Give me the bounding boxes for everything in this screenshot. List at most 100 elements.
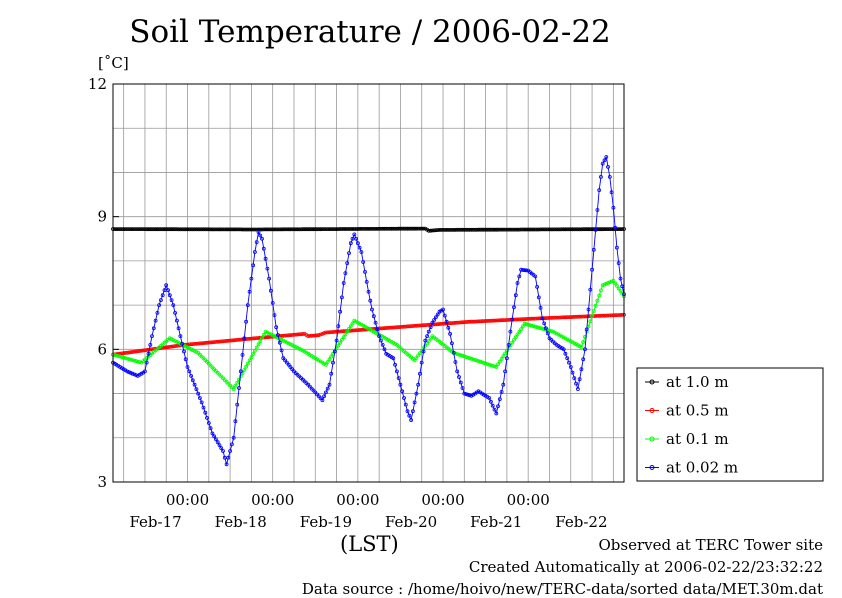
data-point [226, 455, 231, 460]
data-point [345, 227, 350, 231]
data-point [458, 380, 463, 385]
data-point [579, 227, 584, 232]
data-point [526, 227, 531, 232]
data-point [194, 227, 199, 232]
data-point [393, 362, 398, 367]
data-point [421, 349, 426, 354]
data-point [458, 227, 463, 232]
data-point [414, 391, 419, 396]
data-point [357, 226, 362, 231]
data-point [235, 337, 240, 342]
data-point [455, 227, 460, 232]
data-point [290, 367, 295, 372]
data-point [274, 325, 279, 330]
data-point [364, 279, 369, 284]
data-point [174, 343, 179, 348]
data-point [457, 227, 461, 232]
data-point [384, 326, 389, 330]
data-point [485, 227, 490, 232]
data-point [597, 227, 602, 232]
data-point [506, 227, 511, 232]
data-point [190, 342, 195, 347]
data-point [341, 335, 346, 340]
data-point [510, 317, 515, 322]
data-point [213, 227, 218, 232]
data-point [231, 435, 236, 440]
data-point [151, 326, 156, 331]
data-point [137, 227, 142, 232]
data-point [591, 247, 596, 252]
data-point [508, 227, 513, 232]
data-point [549, 315, 554, 320]
data-point [604, 313, 609, 318]
data-point [254, 336, 259, 341]
data-point [288, 333, 293, 338]
data-point [423, 343, 428, 348]
data-point [545, 316, 550, 320]
data-point [409, 226, 414, 231]
data-point [547, 227, 552, 232]
data-point [128, 370, 133, 375]
data-point [187, 227, 192, 232]
data-point [521, 227, 525, 232]
data-point [260, 236, 264, 241]
data-point [558, 315, 562, 320]
data-point [336, 227, 341, 232]
data-point [261, 332, 266, 337]
data-point [531, 324, 536, 329]
data-point [378, 226, 383, 231]
data-point [329, 330, 334, 335]
data-point [504, 318, 509, 322]
data-point [162, 345, 167, 350]
data-point [418, 371, 422, 376]
data-point [469, 356, 474, 361]
data-point [503, 227, 508, 232]
data-point [297, 332, 302, 337]
data-point [350, 328, 355, 333]
data-point [497, 318, 502, 323]
data-point [533, 227, 538, 232]
data-point [132, 358, 137, 363]
data-point [338, 309, 343, 314]
data-point [441, 321, 445, 326]
data-point [499, 227, 504, 232]
data-point [602, 227, 607, 232]
data-point [579, 314, 584, 319]
data-point [394, 325, 399, 330]
data-point [524, 317, 529, 321]
data-point [135, 349, 140, 354]
data-point [355, 227, 360, 231]
data-point [464, 227, 469, 232]
data-point [244, 227, 249, 232]
data-point [560, 315, 564, 320]
data-point [173, 344, 178, 349]
data-point [196, 341, 201, 346]
data-point [127, 357, 131, 362]
data-point [556, 315, 561, 320]
data-point [378, 338, 383, 343]
data-point [616, 261, 621, 266]
data-point [221, 227, 225, 232]
data-point [189, 227, 194, 232]
data-point [309, 227, 314, 232]
data-point [412, 226, 417, 231]
data-point [244, 364, 249, 369]
data-point [488, 399, 493, 404]
data-point [416, 353, 421, 358]
data-point [260, 227, 264, 232]
data-point [196, 227, 201, 232]
data-point [258, 233, 263, 238]
data-point [561, 227, 566, 232]
data-point [167, 227, 172, 232]
data-point [471, 227, 476, 232]
data-point [588, 319, 593, 324]
data-point [535, 227, 539, 232]
data-point [354, 227, 359, 231]
data-point [302, 227, 307, 232]
data-point [185, 365, 190, 369]
data-point [535, 325, 539, 330]
data-point [276, 227, 280, 232]
data-point [588, 227, 593, 232]
legend-label: at 0.5 m [666, 402, 729, 420]
data-point [327, 382, 332, 387]
